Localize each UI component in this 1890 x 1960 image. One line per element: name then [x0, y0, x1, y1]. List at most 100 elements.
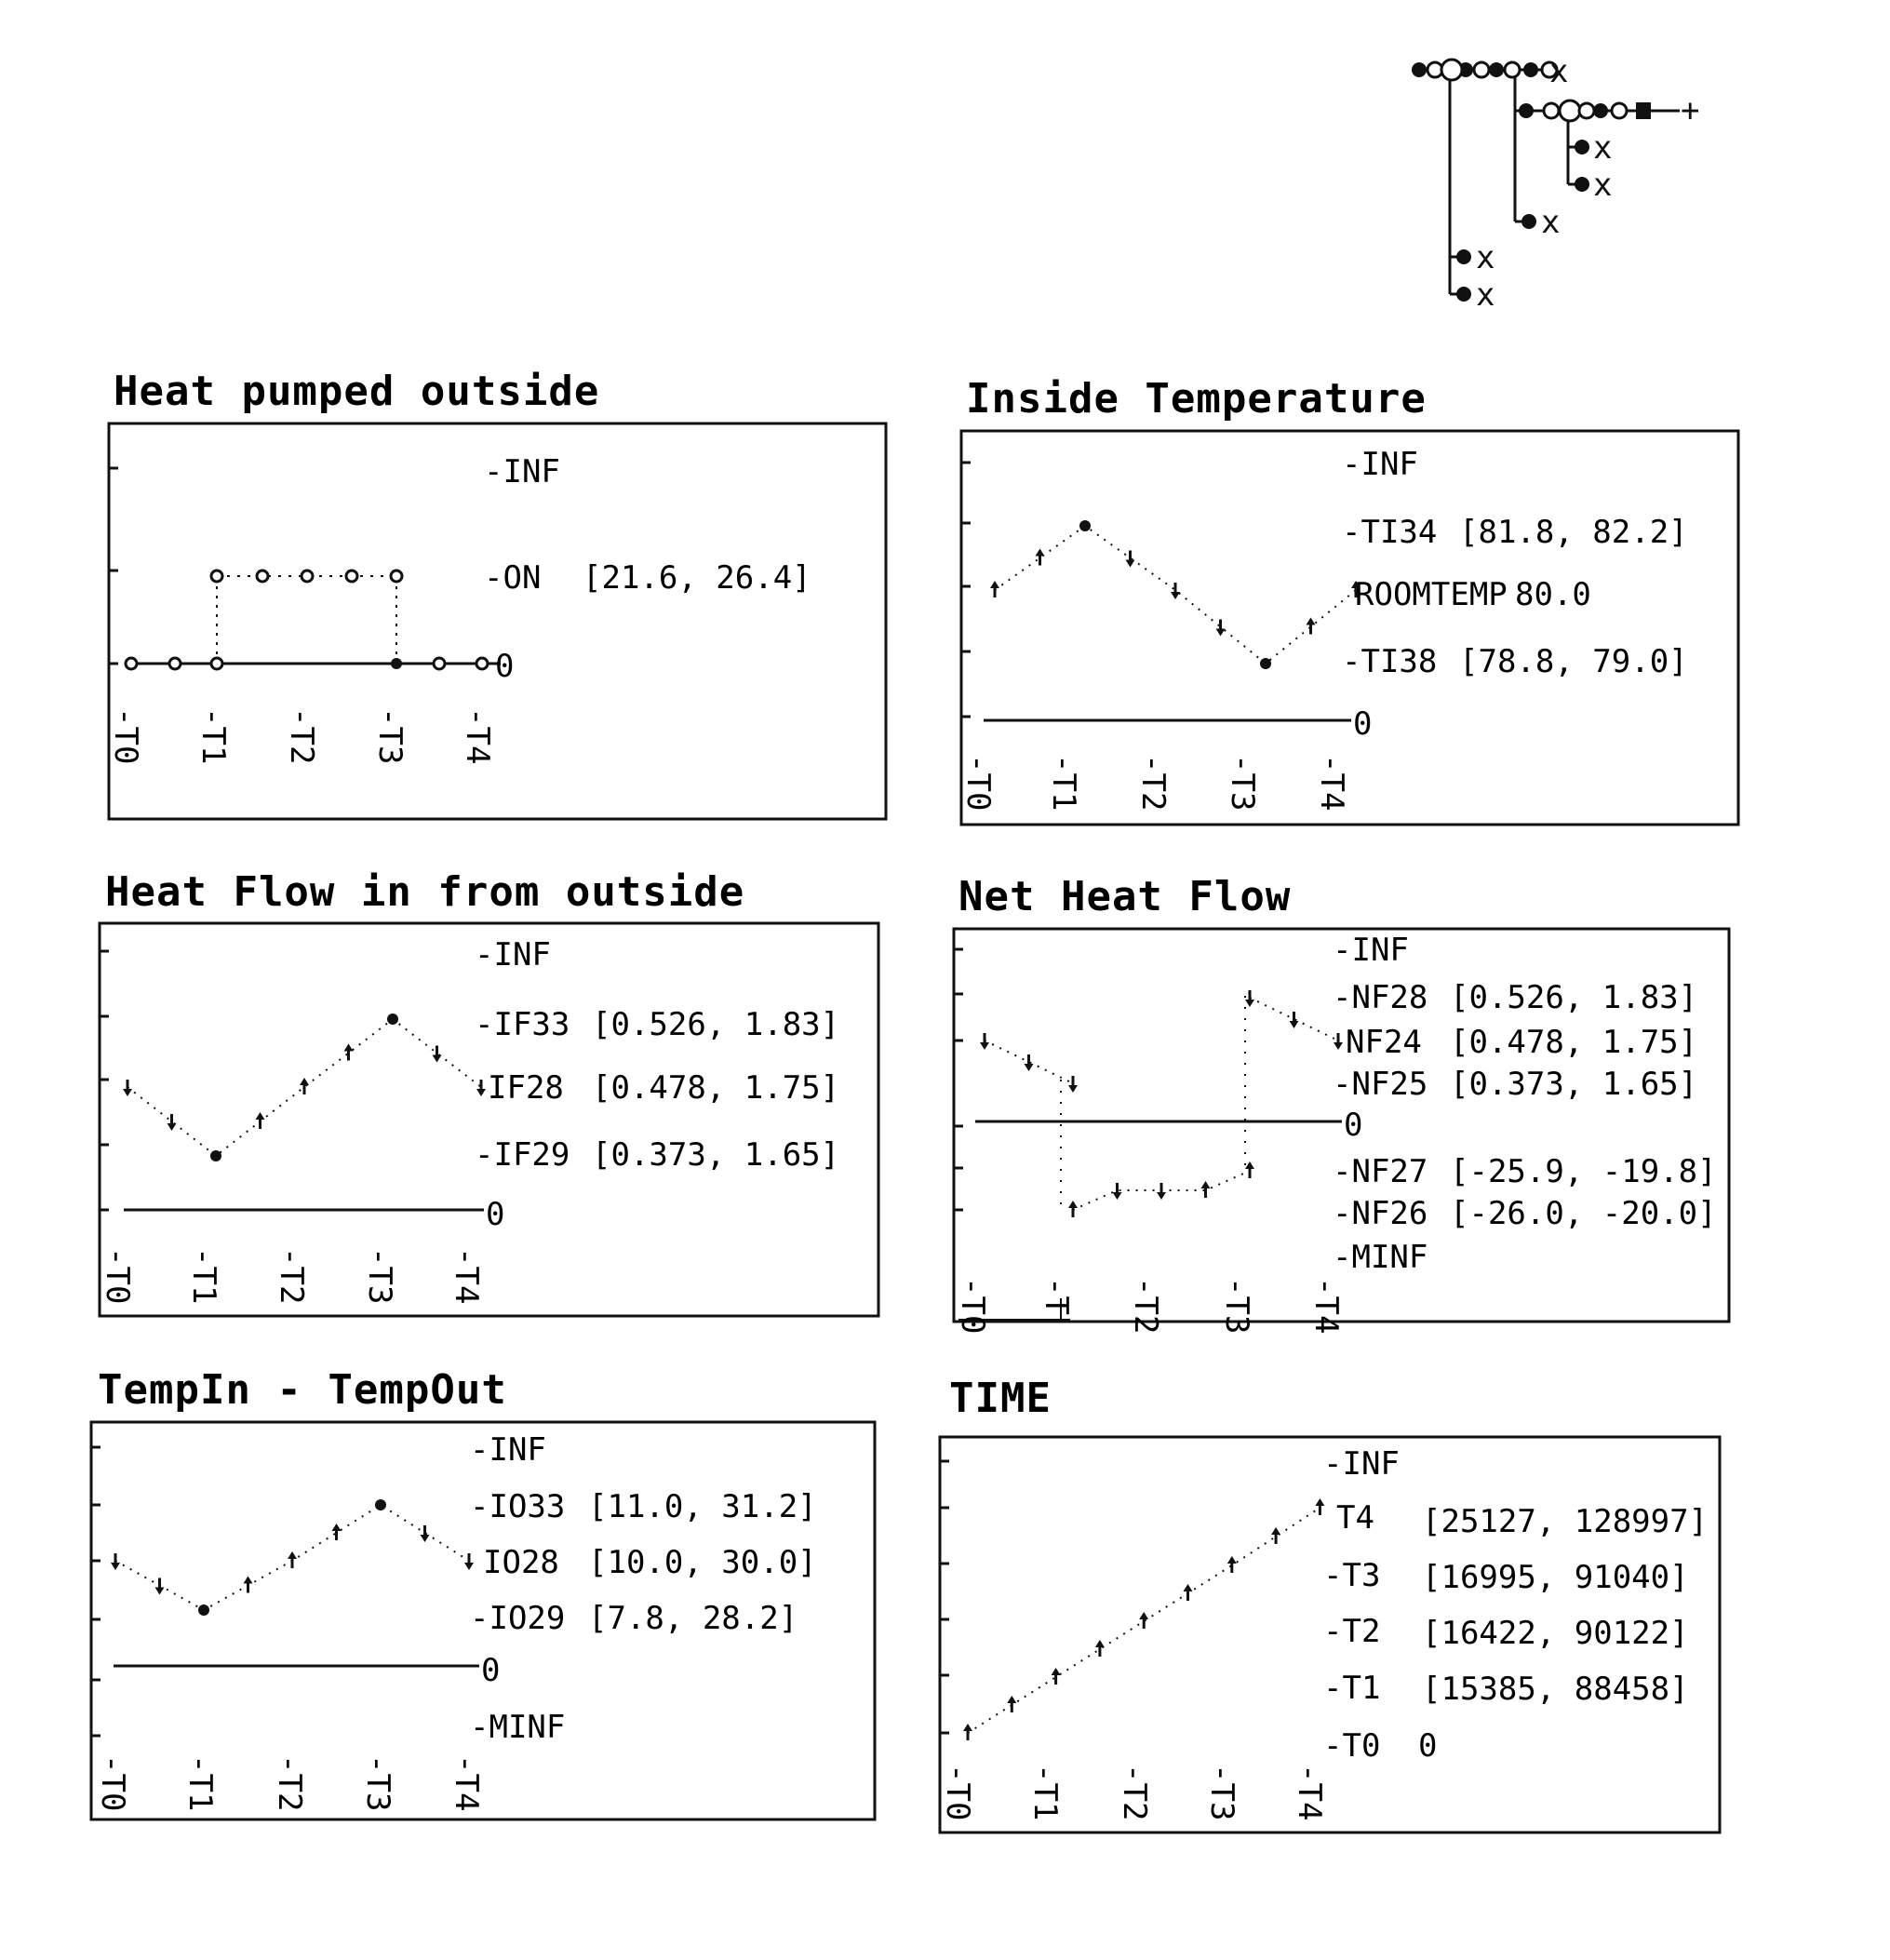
data-point: [391, 658, 402, 669]
time-labels: -T0 -T1 -T2 -T3 -T4: [107, 707, 496, 764]
time-label: -T0: [959, 754, 997, 811]
tree-node: [1542, 101, 1561, 120]
decreasing-marker: [476, 1080, 486, 1096]
level-label: NF24: [1346, 1024, 1422, 1061]
interval-label: [0.478, 1.75]: [592, 1069, 839, 1107]
time-label: -T4: [448, 1247, 485, 1304]
tree-node: [1412, 62, 1427, 77]
tree-node: [1523, 62, 1538, 77]
data-point: [432, 656, 447, 671]
tree-marker: x: [1549, 53, 1568, 90]
value-labels: -INF -TI34 [81.8, 82.2] ROOMTEMP 80.0 -T…: [1342, 446, 1688, 743]
decreasing-marker: [432, 1045, 442, 1063]
level-value: 80.0: [1515, 576, 1591, 613]
interval-label: [0.373, 1.65]: [592, 1136, 839, 1174]
panel-net-heat-flow: Net Heat Flow -INF -NF28 [0.526, 1.83] N…: [952, 873, 1731, 1334]
data-point: [168, 656, 182, 671]
level-label: -INF: [470, 1431, 546, 1469]
level-label: -NF26: [1333, 1195, 1428, 1232]
time-label: -T3: [361, 1247, 398, 1304]
tree-node: [1577, 101, 1596, 120]
increasing-marker: [255, 1112, 265, 1129]
time-label: -T4: [1313, 754, 1350, 811]
behavior-tree: x + x x x x x: [1412, 53, 1699, 314]
time-label: -T4: [459, 707, 496, 764]
y-ticks: [109, 466, 118, 665]
level-label: -IF33: [475, 1006, 570, 1043]
time-label: -T2: [1134, 754, 1172, 811]
y-ticks: [961, 461, 971, 718]
interval-label: [15385, 88458]: [1422, 1671, 1689, 1708]
time-label: -T1: [194, 707, 232, 764]
tree-node: [1558, 99, 1582, 123]
landmark-point: [387, 1014, 398, 1025]
interval-label: [-26.0, -20.0]: [1450, 1195, 1717, 1232]
level-label: -NF27: [1333, 1153, 1428, 1190]
decreasing-marker: [1024, 1054, 1034, 1071]
level-value: 0: [1418, 1727, 1437, 1765]
level-label: -INF: [484, 453, 560, 490]
time-label: -T2: [1127, 1277, 1164, 1334]
time-label: -T3: [1218, 1277, 1255, 1334]
time-label: -T2: [273, 1247, 310, 1304]
level-label: 0: [495, 648, 514, 685]
level-label: -NF25: [1333, 1066, 1428, 1103]
interval-label: [21.6, 26.4]: [583, 559, 811, 597]
decreasing-marker: [1334, 1033, 1343, 1050]
time-label: -T1: [185, 1247, 222, 1304]
decreasing-marker: [1171, 583, 1180, 599]
tree-node: [1519, 103, 1534, 118]
increasing-marker: [243, 1576, 253, 1593]
level-label: IO28: [483, 1544, 559, 1581]
level-label: -IO29: [470, 1600, 565, 1637]
increasing-marker: [1051, 1668, 1061, 1685]
decreasing-marker: [154, 1577, 165, 1595]
level-label: -INF: [475, 936, 551, 973]
value-labels: -INF -IF33 [0.526, 1.83] IF28 [0.478, 1.…: [475, 936, 839, 1233]
level-label: 0: [486, 1196, 504, 1233]
time-label: -T3: [1224, 754, 1261, 811]
time-labels: -T0 -T -T2 -T3 -T4: [954, 1277, 1345, 1334]
y-ticks: [954, 947, 963, 1212]
tree-node: [1610, 101, 1629, 120]
time-label: -T0: [954, 1277, 991, 1334]
value-labels: -INF -ON [21.6, 26.4] 0: [484, 453, 811, 685]
time-label: -T2: [283, 707, 320, 764]
time-label: -T2: [271, 1754, 308, 1811]
level-label: -INF: [1333, 932, 1409, 969]
data-point: [389, 569, 404, 584]
level-label: -T1: [1323, 1670, 1380, 1707]
increasing-marker: [1139, 1612, 1149, 1629]
time-label: -T0: [99, 1247, 136, 1304]
level-label: -T3: [1323, 1557, 1380, 1594]
level-label: -NF28: [1333, 979, 1428, 1016]
interval-label: [81.8, 82.2]: [1459, 514, 1688, 551]
level-label: -INF: [1342, 446, 1418, 483]
decreasing-marker: [420, 1525, 430, 1542]
tree-marker: x: [1593, 167, 1612, 204]
level-label: -INF: [1323, 1445, 1400, 1483]
time-label: -T1: [1045, 754, 1082, 811]
tree-node: [1456, 249, 1471, 264]
landmark-point: [198, 1604, 209, 1616]
time-label: -T3: [371, 707, 409, 764]
increasing-marker: [1315, 1498, 1325, 1515]
decreasing-marker: [1289, 1012, 1299, 1028]
time-label: -T0: [94, 1754, 131, 1811]
time-labels: -T0 -T1 -T2 -T3 -T4: [959, 754, 1350, 811]
tree-marker: +: [1681, 92, 1699, 129]
value-labels: -INF -IO33 [11.0, 31.2] IO28 [10.0, 30.0…: [470, 1431, 817, 1746]
plot-frame: [98, 921, 880, 1318]
time-labels: -T0 -T1 -T2 -T3 -T4: [99, 1247, 485, 1304]
interval-label: [0.478, 1.75]: [1450, 1024, 1697, 1061]
interval-label: [11.0, 31.2]: [588, 1488, 817, 1525]
plot-marks: [124, 569, 501, 671]
time-label: -T0: [107, 707, 144, 764]
data-point: [475, 656, 489, 671]
level-label: -MINF: [470, 1709, 565, 1746]
tree-node: [1440, 58, 1464, 82]
y-ticks: [91, 1445, 101, 1738]
increasing-marker: [1094, 1640, 1105, 1657]
interval-label: [78.8, 79.0]: [1459, 643, 1688, 680]
tree-node: [1593, 103, 1608, 118]
